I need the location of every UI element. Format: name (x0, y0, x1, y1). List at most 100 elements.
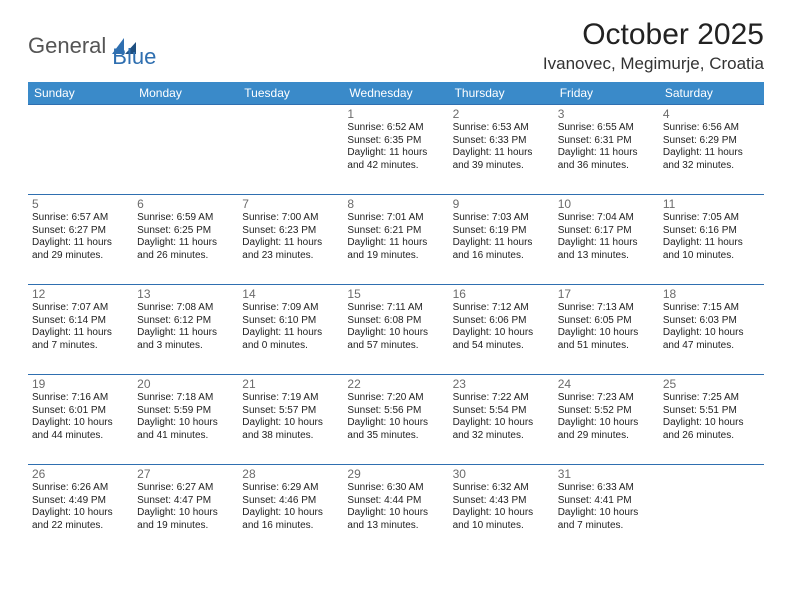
sunset-line: Sunset: 5:59 PM (137, 405, 234, 418)
daylight-line: Daylight: 11 hours and 32 minutes. (663, 147, 760, 172)
day-number: 12 (32, 287, 129, 301)
day-cell: 22Sunrise: 7:20 AMSunset: 5:56 PMDayligh… (343, 375, 448, 465)
daylight-line: Daylight: 11 hours and 0 minutes. (242, 327, 339, 352)
day-cell: 14Sunrise: 7:09 AMSunset: 6:10 PMDayligh… (238, 285, 343, 375)
day-number: 30 (453, 467, 550, 481)
day-number: 22 (347, 377, 444, 391)
sunrise-line: Sunrise: 6:57 AM (32, 212, 129, 225)
sunrise-line: Sunrise: 7:01 AM (347, 212, 444, 225)
daylight-line: Daylight: 10 hours and 51 minutes. (558, 327, 655, 352)
sunset-line: Sunset: 6:23 PM (242, 225, 339, 238)
daylight-line: Daylight: 10 hours and 35 minutes. (347, 417, 444, 442)
week-row: 12Sunrise: 7:07 AMSunset: 6:14 PMDayligh… (28, 285, 764, 375)
day-cell: 18Sunrise: 7:15 AMSunset: 6:03 PMDayligh… (659, 285, 764, 375)
day-number: 29 (347, 467, 444, 481)
daylight-line: Daylight: 10 hours and 32 minutes. (453, 417, 550, 442)
daylight-line: Daylight: 10 hours and 22 minutes. (32, 507, 129, 532)
day-cell (238, 105, 343, 195)
logo-text-blue: Blue (112, 44, 156, 70)
day-number: 2 (453, 107, 550, 121)
day-number: 24 (558, 377, 655, 391)
day-header-row: SundayMondayTuesdayWednesdayThursdayFrid… (28, 82, 764, 105)
day-cell: 5Sunrise: 6:57 AMSunset: 6:27 PMDaylight… (28, 195, 133, 285)
day-cell: 30Sunrise: 6:32 AMSunset: 4:43 PMDayligh… (449, 465, 554, 555)
day-cell: 12Sunrise: 7:07 AMSunset: 6:14 PMDayligh… (28, 285, 133, 375)
sunrise-line: Sunrise: 7:20 AM (347, 392, 444, 405)
sunset-line: Sunset: 5:52 PM (558, 405, 655, 418)
sunset-line: Sunset: 4:41 PM (558, 495, 655, 508)
daylight-line: Daylight: 11 hours and 29 minutes. (32, 237, 129, 262)
day-header: Saturday (659, 82, 764, 105)
day-cell: 27Sunrise: 6:27 AMSunset: 4:47 PMDayligh… (133, 465, 238, 555)
daylight-line: Daylight: 10 hours and 10 minutes. (453, 507, 550, 532)
day-cell: 23Sunrise: 7:22 AMSunset: 5:54 PMDayligh… (449, 375, 554, 465)
sunrise-line: Sunrise: 7:16 AM (32, 392, 129, 405)
day-number: 28 (242, 467, 339, 481)
day-cell: 15Sunrise: 7:11 AMSunset: 6:08 PMDayligh… (343, 285, 448, 375)
sunset-line: Sunset: 4:44 PM (347, 495, 444, 508)
day-cell (659, 465, 764, 555)
day-cell: 26Sunrise: 6:26 AMSunset: 4:49 PMDayligh… (28, 465, 133, 555)
day-cell: 29Sunrise: 6:30 AMSunset: 4:44 PMDayligh… (343, 465, 448, 555)
daylight-line: Daylight: 11 hours and 10 minutes. (663, 237, 760, 262)
sunrise-line: Sunrise: 7:19 AM (242, 392, 339, 405)
daylight-line: Daylight: 10 hours and 38 minutes. (242, 417, 339, 442)
sunrise-line: Sunrise: 6:29 AM (242, 482, 339, 495)
week-row: 5Sunrise: 6:57 AMSunset: 6:27 PMDaylight… (28, 195, 764, 285)
sunset-line: Sunset: 4:46 PM (242, 495, 339, 508)
day-number: 31 (558, 467, 655, 481)
day-number: 11 (663, 197, 760, 211)
sunrise-line: Sunrise: 6:53 AM (453, 122, 550, 135)
sunrise-line: Sunrise: 7:13 AM (558, 302, 655, 315)
sunset-line: Sunset: 6:06 PM (453, 315, 550, 328)
sunrise-line: Sunrise: 6:55 AM (558, 122, 655, 135)
sunset-line: Sunset: 6:05 PM (558, 315, 655, 328)
header: General Blue October 2025 Ivanovec, Megi… (28, 18, 764, 74)
daylight-line: Daylight: 10 hours and 29 minutes. (558, 417, 655, 442)
sunset-line: Sunset: 5:57 PM (242, 405, 339, 418)
day-number: 1 (347, 107, 444, 121)
day-cell: 21Sunrise: 7:19 AMSunset: 5:57 PMDayligh… (238, 375, 343, 465)
day-header: Thursday (449, 82, 554, 105)
day-cell: 19Sunrise: 7:16 AMSunset: 6:01 PMDayligh… (28, 375, 133, 465)
day-number: 5 (32, 197, 129, 211)
week-row: 19Sunrise: 7:16 AMSunset: 6:01 PM Dayligh… (28, 375, 764, 465)
day-number: 16 (453, 287, 550, 301)
day-number: 10 (558, 197, 655, 211)
day-number: 21 (242, 377, 339, 391)
sunrise-line: Sunrise: 7:05 AM (663, 212, 760, 225)
sunrise-line: Sunrise: 6:56 AM (663, 122, 760, 135)
daylight-line: Daylight: 10 hours and 47 minutes. (663, 327, 760, 352)
day-cell: 4Sunrise: 6:56 AMSunset: 6:29 PMDaylight… (659, 105, 764, 195)
daylight-line: Daylight: 11 hours and 19 minutes. (347, 237, 444, 262)
day-number: 9 (453, 197, 550, 211)
location: Ivanovec, Megimurje, Croatia (543, 54, 764, 74)
daylight-line: Daylight: 11 hours and 42 minutes. (347, 147, 444, 172)
sunrise-line: Sunrise: 7:12 AM (453, 302, 550, 315)
calendar-page: General Blue October 2025 Ivanovec, Megi… (0, 0, 792, 555)
day-header: Friday (554, 82, 659, 105)
sunset-line: Sunset: 6:03 PM (663, 315, 760, 328)
sunrise-line: Sunrise: 7:00 AM (242, 212, 339, 225)
sunrise-line: Sunrise: 7:18 AM (137, 392, 234, 405)
daylight-line: Daylight: 11 hours and 7 minutes. (32, 327, 129, 352)
day-number: 19 (32, 377, 129, 391)
sunrise-line: Sunrise: 6:52 AM (347, 122, 444, 135)
calendar-table: SundayMondayTuesdayWednesdayThursdayFrid… (28, 82, 764, 555)
day-cell: 7Sunrise: 7:00 AMSunset: 6:23 PMDaylight… (238, 195, 343, 285)
sunset-line: Sunset: 6:08 PM (347, 315, 444, 328)
day-cell: 17Sunrise: 7:13 AMSunset: 6:05 PMDayligh… (554, 285, 659, 375)
week-row: 1Sunrise: 6:52 AMSunset: 6:35 PMDaylight… (28, 105, 764, 195)
sunset-line: Sunset: 6:16 PM (663, 225, 760, 238)
day-cell: 31Sunrise: 6:33 AMSunset: 4:41 PMDayligh… (554, 465, 659, 555)
daylight-line: Daylight: 11 hours and 13 minutes. (558, 237, 655, 262)
sunset-line: Sunset: 6:10 PM (242, 315, 339, 328)
sunset-line: Sunset: 6:01 PM (32, 405, 129, 418)
sunset-line: Sunset: 6:19 PM (453, 225, 550, 238)
sunrise-line: Sunrise: 6:32 AM (453, 482, 550, 495)
day-number: 18 (663, 287, 760, 301)
day-number: 15 (347, 287, 444, 301)
day-number: 26 (32, 467, 129, 481)
daylight-line: Daylight: 11 hours and 16 minutes. (453, 237, 550, 262)
sunrise-line: Sunrise: 7:22 AM (453, 392, 550, 405)
